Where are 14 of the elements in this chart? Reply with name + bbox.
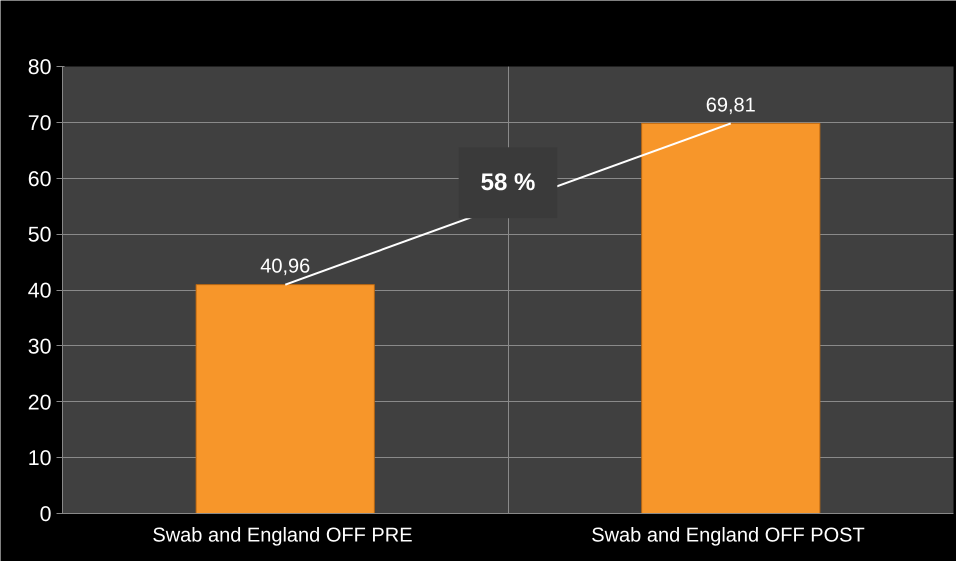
x-tick-label: Swab and England OFF PRE <box>152 524 413 546</box>
y-tick-label: 70 <box>28 110 52 135</box>
data-label: 69,81 <box>706 94 756 116</box>
x-tick-label: Swab and England OFF POST <box>591 524 865 546</box>
annotation: 58 % <box>480 169 536 196</box>
y-tick-label: 10 <box>28 446 52 470</box>
y-tick-label: 20 <box>28 390 52 414</box>
y-tick-label: 0 <box>40 502 52 526</box>
y-tick-label: 60 <box>28 166 52 191</box>
data-label: 40,96 <box>260 256 310 278</box>
y-tick-label: 30 <box>28 334 52 358</box>
y-tick-label: 50 <box>28 222 52 247</box>
y-tick-label: 80 <box>28 55 52 79</box>
y-tick-label: 40 <box>28 278 52 302</box>
